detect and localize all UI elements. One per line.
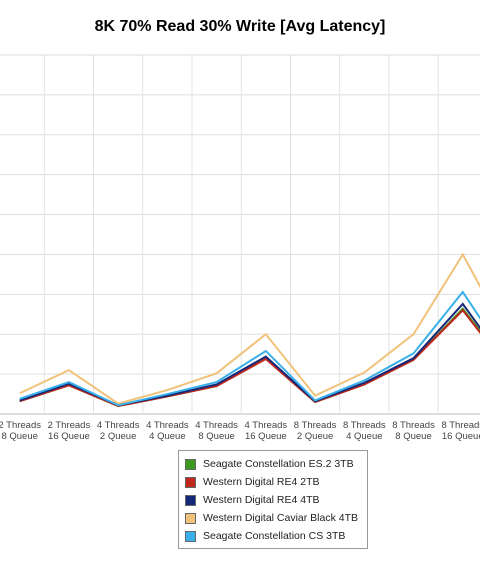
legend-item: Seagate Constellation CS 3TB [179,527,367,545]
x-tick-label: 16 Queue [442,431,480,442]
series-western-digital-caviar-black-4tb [19,252,480,405]
x-tick-label: 8 Threads [392,420,435,431]
x-tick-label: 2 Threads [48,420,91,431]
legend-item: Seagate Constellation ES.2 3TB [179,455,367,473]
legend-swatch [185,494,196,506]
x-tick-label: 4 Queue [346,431,382,442]
x-tick-label: 2 Threads [0,420,41,431]
chart-title: 8K 70% Read 30% Write [Avg Latency] [94,18,386,35]
x-tick-label: 2 Queue [100,431,136,442]
legend-item: Western Digital RE4 2TB [179,473,367,491]
x-tick-label: 8 Threads [343,420,386,431]
x-tick-label: 16 Queue [48,431,90,442]
x-tick-label: 8 Queue [198,431,234,442]
legend-item: Western Digital Caviar Black 4TB [179,509,367,527]
legend-item: Western Digital RE4 4TB [179,491,367,509]
x-tick-label: 4 Threads [146,420,189,431]
x-tick-label: 4 Threads [245,420,288,431]
legend-label: Seagate Constellation ES.2 3TB [203,458,354,470]
legend-label: Western Digital Caviar Black 4TB [203,512,359,524]
legend-swatch [185,476,196,488]
x-tick-label: 4 Threads [97,420,140,431]
x-tick-label: 4 Queue [149,431,185,442]
x-tick-label: 8 Queue [1,431,37,442]
legend-label: Seagate Constellation CS 3TB [203,530,346,542]
legend-swatch [185,530,196,542]
legend-label: Western Digital RE4 2TB [203,476,320,488]
x-tick-label: 8 Queue [395,431,431,442]
x-tick-label: 16 Queue [245,431,287,442]
legend-swatch [185,458,196,470]
x-tick-label: 2 Queue [297,431,333,442]
x-tick-label: 8 Threads [441,420,480,431]
legend-label: Western Digital RE4 4TB [203,494,320,506]
series-line [19,290,480,407]
x-tick-label: 4 Threads [195,420,238,431]
series-line [19,252,480,405]
x-tick-label: 8 Threads [294,420,337,431]
legend: Seagate Constellation ES.2 3TB Western Di… [178,450,368,549]
legend-swatch [185,512,196,524]
series-lines [19,252,480,408]
series-seagate-constellation-cs-3tb [19,290,480,407]
grid-lines [0,54,480,415]
